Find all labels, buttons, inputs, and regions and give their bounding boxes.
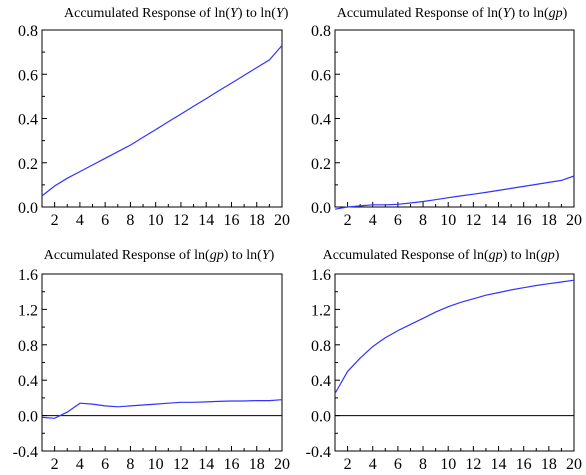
y-tick-label: -0.4	[306, 444, 331, 461]
x-tick-label: 12	[465, 212, 481, 229]
x-tick-label: 12	[173, 212, 189, 229]
x-tick-label: 10	[148, 212, 164, 229]
title-part: gp	[540, 248, 555, 263]
x-tick-label: 2	[344, 456, 352, 473]
title-part: gp	[488, 248, 503, 263]
y-tick-label: 0.4	[18, 112, 38, 129]
x-tick-label: 6	[394, 456, 402, 473]
x-tick-label: 10	[148, 456, 164, 473]
title-part: ) to ln(	[502, 248, 541, 263]
x-tick-label: 8	[126, 212, 134, 229]
y-tick-label: 0.8	[18, 23, 38, 40]
y-tick-label: 0.2	[311, 156, 331, 173]
title-part: Y	[261, 248, 270, 263]
series-line	[41, 45, 283, 197]
x-tick-label: 6	[101, 212, 109, 229]
chart-title: Accumulated Response of ln(gp) to ln(Y)	[36, 248, 282, 264]
x-tick-label: 8	[419, 456, 427, 473]
title-part: )	[562, 6, 568, 21]
x-tick-label: 14	[198, 212, 214, 229]
title-part: ) to ln(	[223, 248, 262, 263]
x-tick-label: 10	[440, 456, 456, 473]
title-part: ) to ln(	[237, 6, 276, 21]
x-tick-label: 14	[198, 456, 214, 473]
x-tick-label: 20	[274, 456, 290, 473]
x-tick-label: 16	[516, 456, 532, 473]
y-tick-label: 1.6	[18, 267, 38, 284]
x-tick-label: 18	[541, 212, 557, 229]
y-tick-label: 0.2	[18, 156, 38, 173]
y-tick-label: -0.4	[13, 444, 38, 461]
title-part: Accumulated Response of ln(	[43, 248, 210, 263]
y-tick-label: 0.8	[18, 338, 38, 355]
title-part: Y	[275, 6, 284, 21]
x-tick-label: 4	[76, 212, 84, 229]
y-tick-label: 1.2	[18, 302, 38, 319]
x-tick-label: 18	[541, 456, 557, 473]
chart-title: Accumulated Response of ln(gp) to ln(gp)	[302, 248, 580, 264]
x-tick-label: 12	[465, 456, 481, 473]
series-line	[41, 399, 283, 419]
x-tick-label: 4	[369, 456, 377, 473]
x-tick-label: 4	[369, 212, 377, 229]
title-part: )	[283, 6, 289, 21]
y-tick-label: 0.6	[311, 67, 331, 84]
y-tick-label: 0.4	[311, 112, 331, 129]
y-tick-label: 0.8	[311, 23, 331, 40]
title-part: )	[554, 248, 560, 263]
x-tick-label: 14	[491, 212, 507, 229]
y-tick-label: 0.0	[311, 200, 331, 217]
title-part: Y	[230, 6, 238, 21]
x-tick-label: 16	[223, 456, 239, 473]
y-tick-label: 0.0	[311, 409, 331, 426]
plot-frame	[334, 273, 575, 452]
y-tick-label: 0.6	[18, 67, 38, 84]
x-tick-label: 20	[274, 212, 290, 229]
x-tick-label: 16	[223, 212, 239, 229]
x-tick-label: 2	[51, 212, 59, 229]
title-part: Accumulated Response of ln(	[336, 6, 503, 21]
title-part: )	[269, 248, 275, 263]
title-part: Accumulated Response of ln(	[322, 248, 489, 263]
x-tick-label: 2	[344, 212, 352, 229]
y-tick-label: 0.8	[311, 338, 331, 355]
x-tick-label: 20	[566, 212, 582, 229]
y-tick-label: 1.2	[311, 302, 331, 319]
x-tick-label: 8	[419, 212, 427, 229]
x-tick-label: 12	[173, 456, 189, 473]
x-tick-label: 6	[101, 456, 109, 473]
x-tick-label: 6	[394, 212, 402, 229]
x-tick-label: 2	[51, 456, 59, 473]
x-tick-label: 18	[249, 456, 265, 473]
x-tick-label: 14	[491, 456, 507, 473]
x-tick-label: 16	[516, 212, 532, 229]
series-line	[334, 175, 575, 210]
y-tick-label: 0.0	[18, 409, 38, 426]
title-part: gp	[548, 6, 563, 21]
y-tick-label: 0.4	[18, 373, 38, 390]
title-part: gp	[209, 248, 224, 263]
chart-title: Accumulated Response of ln(Y) to ln(Y)	[64, 6, 288, 22]
x-tick-label: 8	[126, 456, 134, 473]
series-line	[334, 279, 575, 394]
x-tick-label: 4	[76, 456, 84, 473]
y-tick-label: 0.4	[311, 373, 331, 390]
x-tick-label: 10	[440, 212, 456, 229]
y-tick-label: 1.6	[311, 267, 331, 284]
x-tick-label: 18	[249, 212, 265, 229]
title-part: Y	[502, 6, 511, 21]
title-part: Accumulated Response of ln(	[64, 6, 231, 21]
x-tick-label: 20	[566, 456, 582, 473]
chart-title: Accumulated Response of ln(Y) to ln(gp)	[330, 6, 574, 22]
y-tick-label: 0.0	[18, 200, 38, 217]
title-part: ) to ln(	[510, 6, 549, 21]
